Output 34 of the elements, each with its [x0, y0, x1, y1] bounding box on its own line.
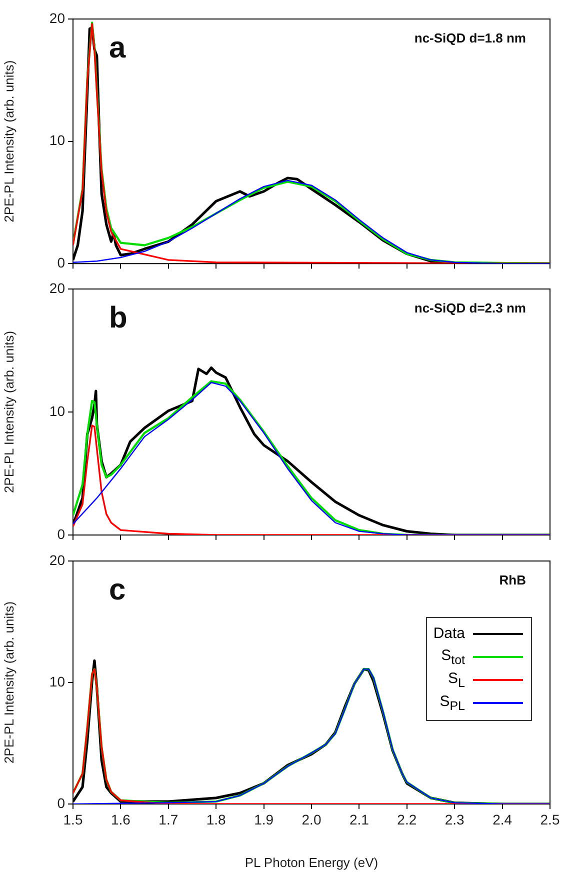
annotation: c	[109, 573, 126, 606]
legend-label: S$_{tot}$	[441, 646, 465, 666]
x-tick-label: 1.5	[63, 811, 83, 828]
y-tick-label: 20	[49, 552, 66, 568]
legend-label: S$_{L}$	[448, 670, 465, 690]
annotation: nc-SiQD d=2.3 nm	[414, 300, 526, 316]
y-tick-label: 10	[49, 402, 66, 419]
x-tick-label: 1.6	[110, 811, 131, 828]
x-tick-label: 1.8	[206, 811, 226, 828]
x-tick-label: 2.4	[492, 811, 512, 828]
x-tick-label: 2.3	[444, 811, 465, 828]
y-axis-title: 2PE-PL Intensity (arb. units)	[1, 60, 16, 222]
annotation: b	[109, 301, 128, 334]
x-tick-label: 2.1	[349, 811, 370, 828]
legend-label: S$_{PL}$	[440, 692, 465, 712]
y-tick-label: 0	[57, 526, 66, 542]
y-axis-title: 2PE-PL Intensity (arb. units)	[1, 601, 16, 764]
x-tick-label: 1.7	[158, 811, 178, 828]
y-tick-label: 20	[49, 280, 66, 296]
y-tick-label: 10	[49, 673, 66, 690]
x-tick-label: 2.0	[302, 811, 322, 828]
annotation: a	[109, 31, 126, 64]
x-tick-label: 1.9	[254, 811, 274, 828]
y-tick-label: 20	[49, 10, 66, 26]
x-axis-title: PL Photon Energy (eV)	[244, 854, 378, 870]
y-tick-label: 0	[57, 254, 66, 270]
y-tick-label: 10	[49, 132, 66, 148]
x-tick-label: 2.5	[540, 811, 560, 828]
annotation: RhB	[499, 572, 526, 588]
x-tick-label: 2.2	[397, 811, 417, 828]
y-tick-label: 0	[57, 794, 66, 811]
annotation: nc-SiQD d=1.8 nm	[414, 30, 526, 46]
legend-label: Data	[433, 625, 465, 642]
y-axis-title: 2PE-PL Intensity (arb. units)	[1, 330, 16, 494]
